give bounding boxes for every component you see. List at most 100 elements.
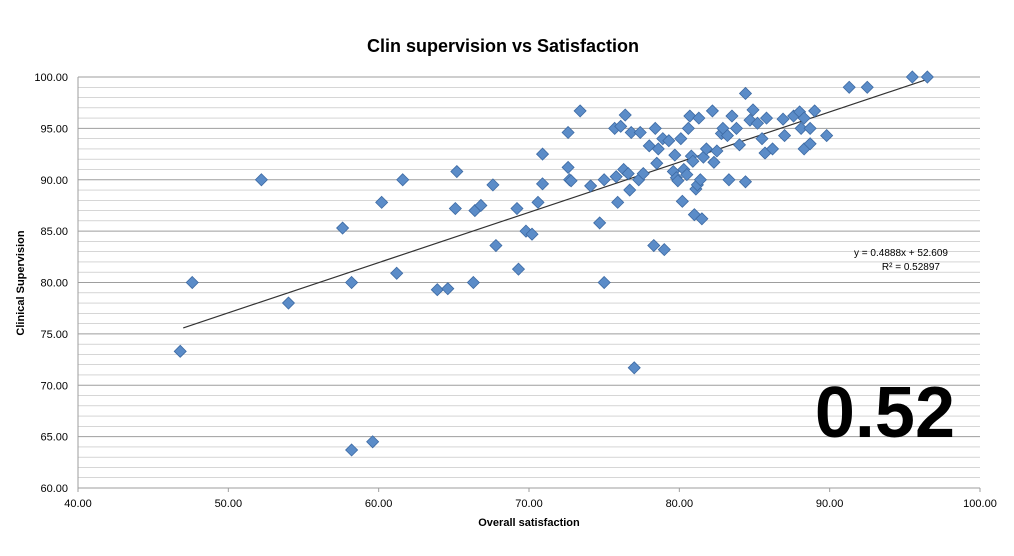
x-tick-label: 50.00 [215, 498, 243, 510]
correlation-value: 0.52 [815, 373, 955, 453]
data-point [593, 216, 607, 230]
data-point [611, 195, 625, 209]
data-point [668, 148, 682, 162]
data-point [636, 167, 650, 181]
data-point [390, 266, 404, 280]
data-points [173, 70, 934, 457]
data-point [185, 275, 199, 290]
y-tick-label: 60.00 [40, 483, 68, 495]
trendline-group [183, 78, 928, 329]
data-point [710, 144, 724, 158]
data-point [750, 116, 765, 130]
data-point [624, 125, 638, 140]
x-axis-label: Overall satisfaction [478, 517, 580, 529]
x-tick-label: 40.00 [64, 498, 92, 510]
data-point [450, 164, 464, 179]
data-point [759, 111, 774, 125]
data-point [778, 129, 792, 143]
x-tick-label: 60.00 [365, 498, 393, 510]
y-tick-label: 95.00 [40, 123, 68, 135]
data-point [396, 173, 410, 187]
data-point [573, 104, 587, 118]
data-point [441, 282, 455, 296]
data-point [597, 275, 611, 290]
data-point [623, 183, 637, 197]
data-point [510, 201, 524, 216]
x-tick-label: 90.00 [816, 498, 844, 510]
data-point [448, 201, 462, 216]
data-point [564, 174, 578, 188]
data-point [561, 160, 575, 174]
data-point [755, 132, 769, 146]
y-tick-label: 65.00 [40, 432, 68, 444]
x-axis-ticks: 40.00 50.00 60.00 70.00 80.00 90.00 100.00 [64, 488, 997, 510]
data-point [281, 296, 296, 310]
data-point [535, 177, 550, 191]
data-point [609, 170, 623, 184]
data-point [920, 70, 934, 84]
y-tick-label: 100.00 [34, 72, 68, 84]
x-tick-label: 80.00 [666, 498, 694, 510]
data-point [535, 147, 550, 161]
data-point [720, 129, 735, 143]
data-point [738, 175, 753, 189]
data-point [647, 238, 661, 253]
data-point [860, 80, 874, 94]
data-point [614, 119, 628, 133]
x-tick-label: 70.00 [515, 498, 543, 510]
data-point [725, 109, 739, 123]
chart-title: Clin supervision vs Satisfaction [367, 36, 639, 56]
data-point [597, 173, 611, 187]
data-point [765, 142, 780, 156]
data-point [621, 167, 635, 181]
data-point [732, 138, 747, 152]
data-point [683, 109, 697, 123]
data-point [820, 129, 834, 143]
data-point [680, 168, 694, 182]
trendline [183, 78, 928, 329]
data-point [489, 238, 503, 253]
data-point [681, 121, 695, 135]
data-point [692, 111, 706, 125]
trendline-r-squared: R² = 0.52897 [882, 262, 941, 273]
data-point [707, 155, 721, 169]
data-point [686, 154, 700, 168]
data-point [531, 195, 545, 209]
y-axis-ticks: 60.00 65.00 70.00 75.00 80.00 85.00 90.00 95.00… [34, 72, 68, 495]
y-tick-label: 80.00 [40, 278, 68, 290]
data-point [474, 198, 488, 213]
data-point [486, 178, 500, 192]
gridlines [77, 76, 980, 489]
data-point [746, 103, 760, 117]
data-point [345, 443, 359, 457]
trendline-equation: y = 0.4888x + 52.609 [854, 248, 948, 259]
data-point [803, 121, 817, 135]
y-tick-label: 90.00 [40, 175, 68, 187]
data-point [657, 243, 671, 257]
data-point [776, 112, 790, 126]
data-point [618, 108, 632, 122]
data-point [336, 221, 350, 235]
data-point [738, 86, 753, 101]
data-point [633, 125, 647, 140]
data-point [584, 179, 598, 193]
data-point [525, 227, 539, 241]
y-tick-label: 75.00 [40, 329, 68, 341]
data-point [511, 262, 526, 276]
y-tick-label: 70.00 [40, 380, 68, 392]
data-point [173, 344, 187, 358]
data-point [561, 125, 575, 140]
x-tick-label: 100.00 [963, 498, 997, 510]
data-point [695, 212, 709, 226]
data-point [627, 361, 641, 375]
data-point [794, 121, 808, 135]
data-point [842, 80, 856, 94]
data-point [366, 435, 380, 449]
data-point [729, 121, 744, 135]
data-point [651, 142, 665, 156]
data-point [650, 156, 664, 170]
data-point [905, 70, 919, 84]
data-point [671, 174, 685, 188]
data-point [345, 275, 359, 290]
